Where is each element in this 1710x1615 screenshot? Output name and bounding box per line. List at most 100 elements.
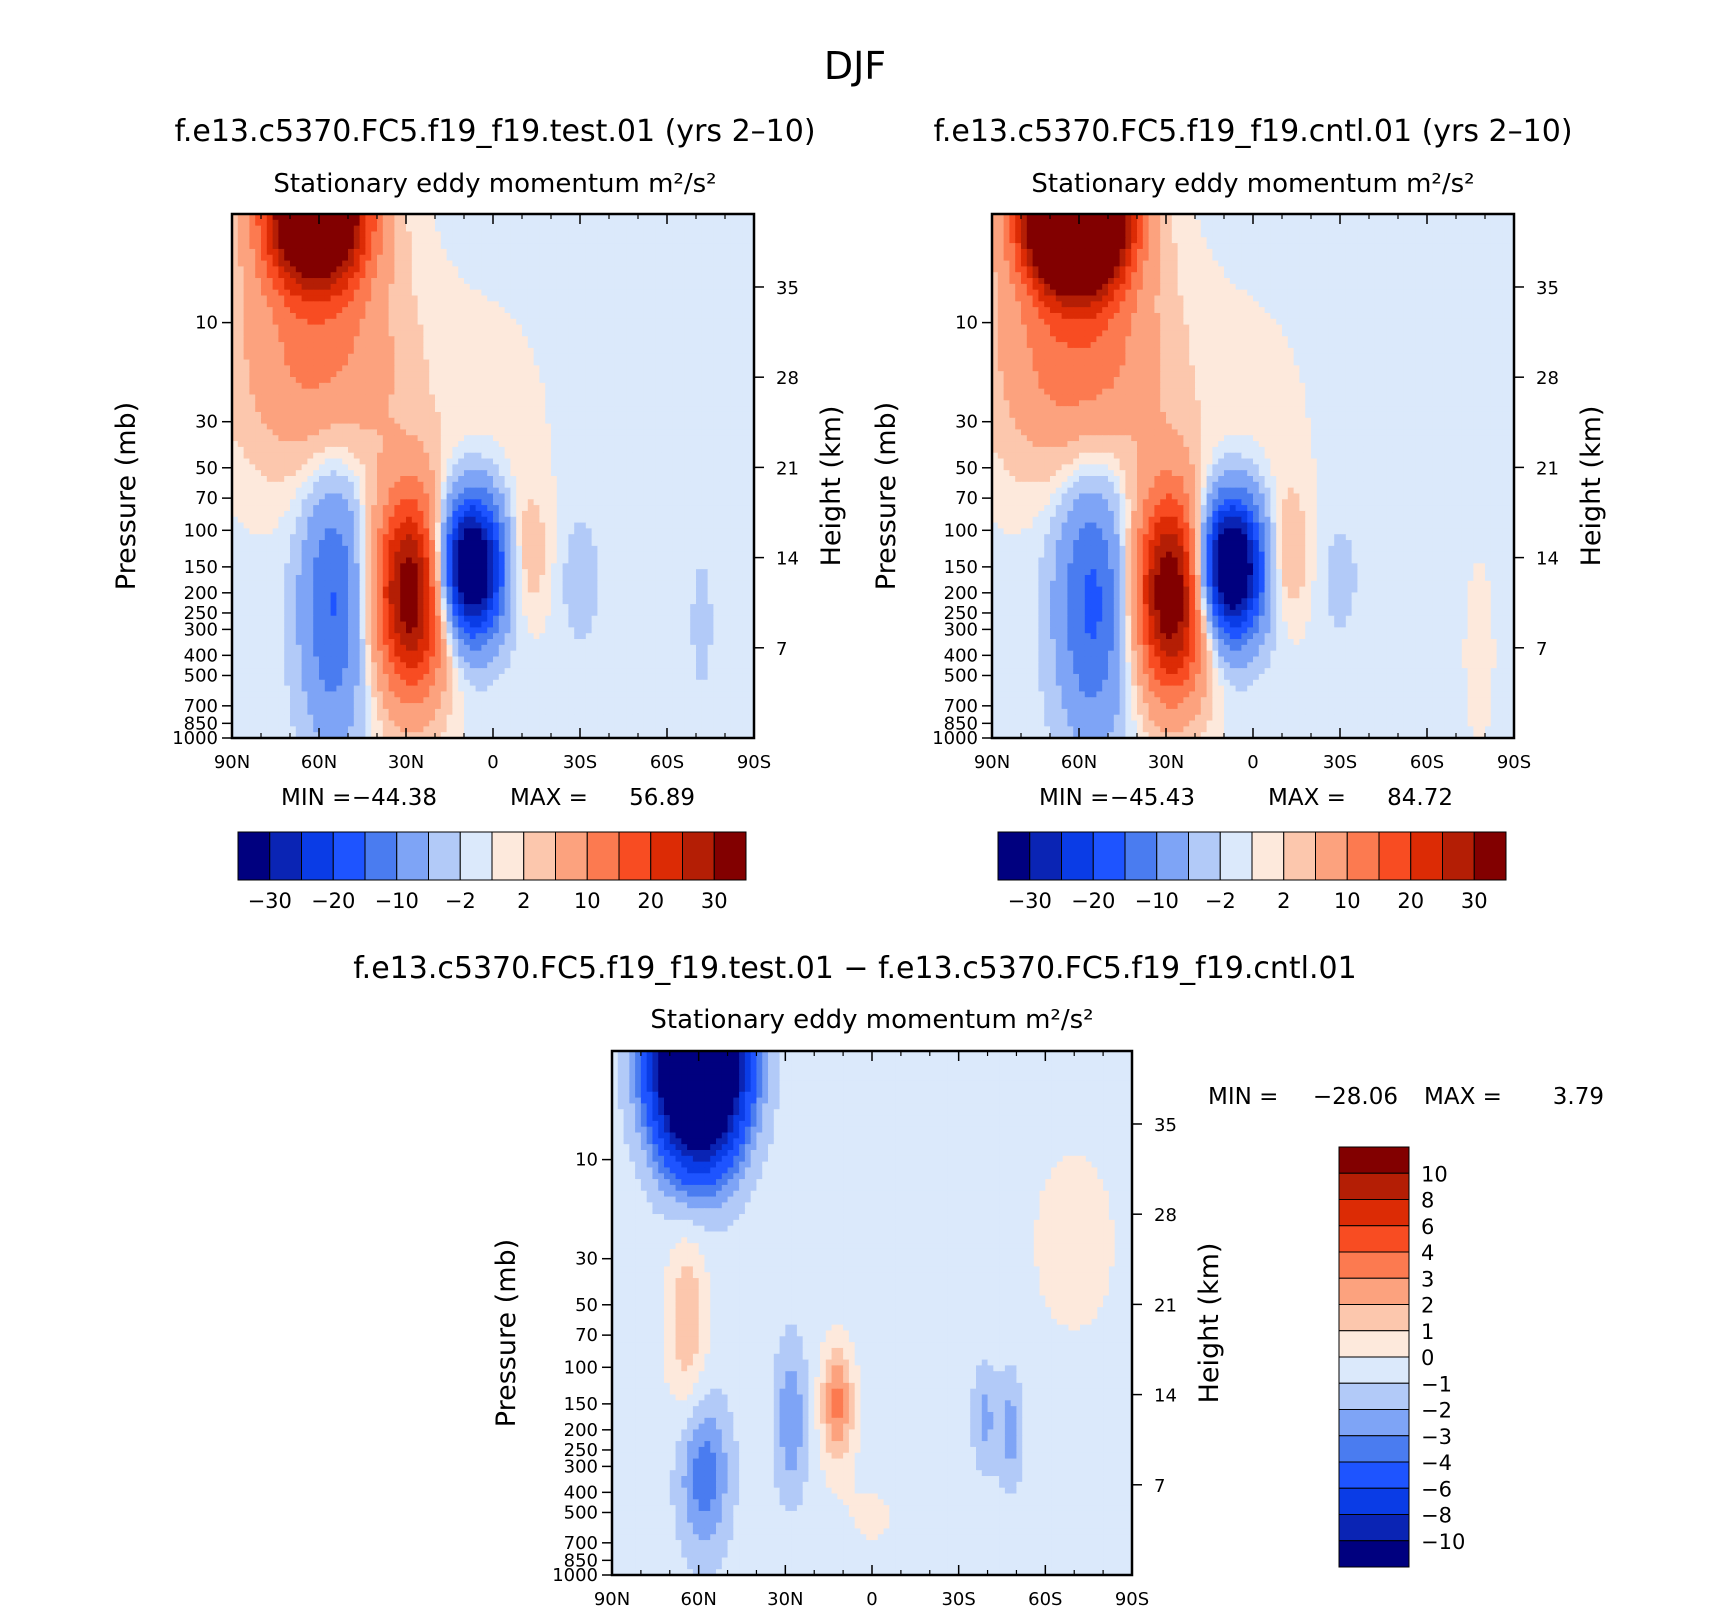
y2-tick-label: 14 <box>1154 1386 1177 1407</box>
x-tick-label: 90S <box>1115 1589 1149 1610</box>
x-tick-label: 30S <box>563 752 597 773</box>
y2-tick-label: 28 <box>1536 368 1559 389</box>
colorbar-swatch <box>460 832 492 880</box>
colorbar-swatch <box>1411 832 1443 880</box>
colorbar-swatch <box>1379 832 1411 880</box>
y-tick-label: 200 <box>184 583 218 604</box>
case-title: f.e13.c5370.FC5.f19_f19.test.01 (yrs 2–1… <box>174 114 815 149</box>
colorbar-label: 2 <box>1277 889 1290 913</box>
colorbar-swatch <box>1284 832 1316 880</box>
min-value: −28.06 <box>1313 1084 1398 1110</box>
y-tick-label: 500 <box>944 665 978 686</box>
y-tick-label: 30 <box>955 412 978 433</box>
colorbar-swatch <box>1157 832 1189 880</box>
colorbar-swatch <box>1339 1331 1409 1357</box>
colorbar-label: −3 <box>1421 1425 1452 1449</box>
colorbar-swatch <box>1030 832 1062 880</box>
y-tick-label: 10 <box>195 313 218 334</box>
colorbar-label: −20 <box>1071 889 1115 913</box>
y-tick-label: 30 <box>195 412 218 433</box>
x-tick-label: 0 <box>866 1589 877 1610</box>
colorbar-label: −2 <box>1421 1399 1452 1423</box>
colorbar-swatch <box>1339 1541 1409 1567</box>
colorbar-swatch <box>1339 1383 1409 1409</box>
y-tick-label: 1000 <box>932 728 978 749</box>
case-title: f.e13.c5370.FC5.f19_f19.test.01 − f.e13.… <box>353 951 1356 986</box>
y-axis-label: Pressure (mb) <box>111 402 142 590</box>
y-tick-label: 300 <box>184 619 218 640</box>
y2-tick-label: 35 <box>1154 1115 1177 1136</box>
max-label: MAX = <box>1424 1084 1502 1110</box>
colorbar-label: 1 <box>1421 1320 1434 1344</box>
y-tick-label: 30 <box>575 1249 598 1270</box>
variable-title: Stationary eddy momentum m²/s² <box>650 1005 1093 1035</box>
y2-tick-label: 28 <box>776 368 799 389</box>
y2-tick-label: 21 <box>1536 458 1559 479</box>
colorbar-swatch <box>1339 1226 1409 1252</box>
colorbar-label: −2 <box>1205 889 1236 913</box>
y-tick-label: 50 <box>575 1295 598 1316</box>
contour-field <box>612 1051 1133 1576</box>
x-tick-label: 0 <box>487 752 498 773</box>
colorbar-swatch <box>714 832 746 880</box>
y2-axis-label: Height (km) <box>816 406 847 567</box>
colorbar-label: 2 <box>1421 1294 1434 1318</box>
x-tick-label: 60N <box>680 1589 716 1610</box>
colorbar-swatch <box>524 832 556 880</box>
colorbar-label: 8 <box>1421 1189 1434 1213</box>
contour-field <box>232 214 755 739</box>
colorbar-label: 2 <box>517 889 530 913</box>
y2-tick-label: 7 <box>776 639 787 660</box>
x-tick-label: 30S <box>1323 752 1357 773</box>
colorbar-swatch <box>429 832 461 880</box>
y-tick-label: 400 <box>944 645 978 666</box>
y-axis-label: Pressure (mb) <box>871 402 902 590</box>
y2-tick-label: 21 <box>1154 1295 1177 1316</box>
colorbar-swatch <box>302 832 334 880</box>
y-tick-label: 100 <box>564 1357 598 1378</box>
colorbar-label: 0 <box>1421 1346 1434 1370</box>
colorbar-swatch <box>1339 1305 1409 1331</box>
x-tick-label: 0 <box>1247 752 1258 773</box>
colorbar-label: −10 <box>375 889 419 913</box>
y-tick-label: 500 <box>184 665 218 686</box>
colorbar-label: 10 <box>1334 889 1361 913</box>
x-tick-label: 30N <box>767 1589 803 1610</box>
colorbar-swatch <box>1339 1173 1409 1199</box>
y2-tick-label: 28 <box>1154 1205 1177 1226</box>
x-tick-label: 30N <box>1148 752 1184 773</box>
colorbar-swatch <box>1125 832 1157 880</box>
x-tick-label: 90N <box>214 752 250 773</box>
contour-field <box>992 214 1515 739</box>
colorbar-swatch <box>1347 832 1379 880</box>
y-tick-label: 200 <box>944 583 978 604</box>
x-tick-label: 60N <box>301 752 337 773</box>
colorbar-label: 30 <box>1461 889 1488 913</box>
min-label: MIN = <box>281 785 351 811</box>
y-tick-label: 70 <box>955 488 978 509</box>
variable-title: Stationary eddy momentum m²/s² <box>273 169 716 199</box>
y-tick-label: 100 <box>184 520 218 541</box>
colorbar-swatch <box>1339 1436 1409 1462</box>
y-tick-label: 400 <box>184 645 218 666</box>
y2-tick-label: 14 <box>1536 549 1559 570</box>
y-tick-label: 70 <box>195 488 218 509</box>
colorbar-label: 30 <box>701 889 728 913</box>
colorbar-swatch <box>365 832 397 880</box>
colorbar-swatch <box>1062 832 1094 880</box>
colorbar-label: 6 <box>1421 1215 1434 1239</box>
x-tick-label: 90S <box>737 752 771 773</box>
colorbar-swatch <box>683 832 715 880</box>
y-tick-label: 50 <box>195 458 218 479</box>
colorbar-swatch <box>238 832 270 880</box>
min-value: −45.43 <box>1110 785 1195 811</box>
x-tick-label: 60N <box>1061 752 1097 773</box>
y-tick-label: 50 <box>955 458 978 479</box>
colorbar-swatch <box>1339 1462 1409 1488</box>
colorbar-label: 20 <box>637 889 664 913</box>
colorbar-label: −8 <box>1421 1504 1452 1528</box>
